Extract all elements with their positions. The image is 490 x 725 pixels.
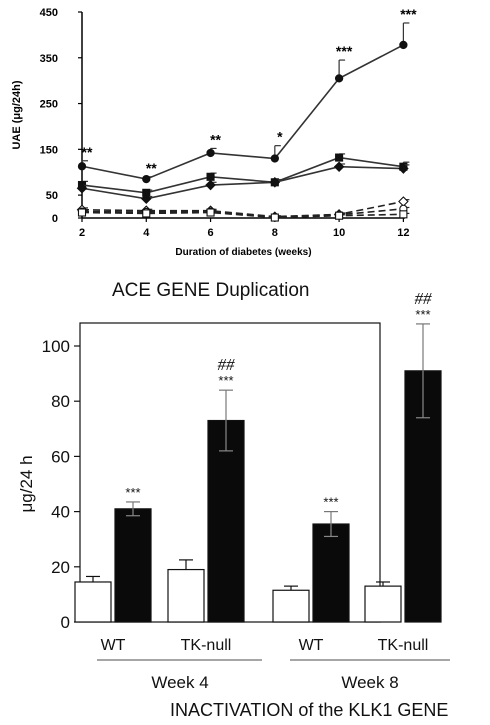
top-data-point bbox=[76, 182, 88, 194]
top-data-point bbox=[206, 172, 215, 181]
bottom-significance-label: *** bbox=[415, 307, 430, 322]
bottom-bar bbox=[114, 508, 152, 623]
bottom-group-label: TK-null bbox=[378, 637, 429, 654]
top-data-point bbox=[270, 213, 279, 222]
top-data-point bbox=[142, 174, 151, 184]
top-significance-label: ** bbox=[146, 160, 157, 176]
top-y-tick-label: 50 bbox=[46, 190, 58, 202]
top-data-point bbox=[398, 163, 409, 174]
top-data-point bbox=[333, 161, 345, 173]
bottom-period-label: Week 8 bbox=[341, 673, 398, 692]
top-data-point bbox=[206, 148, 215, 158]
top-significance-label: *** bbox=[336, 43, 353, 59]
bottom-bar bbox=[312, 523, 350, 623]
top-data-point bbox=[205, 179, 216, 191]
bottom-significance-label: *** bbox=[218, 373, 233, 388]
top-data-point bbox=[269, 177, 281, 188]
bottom-bar bbox=[364, 585, 402, 623]
top-data-point bbox=[142, 209, 151, 218]
top-significance-label: *** bbox=[400, 6, 417, 22]
bottom-chart-caption: INACTIVATION of the KLK1 GENE bbox=[170, 700, 449, 720]
bottom-y-tick-label: 80 bbox=[51, 392, 70, 411]
bottom-significance-label: *** bbox=[125, 485, 140, 500]
top-x-tick-label: 6 bbox=[207, 227, 213, 239]
top-data-point bbox=[140, 193, 152, 205]
top-x-tick-label: 12 bbox=[397, 227, 409, 239]
top-y-axis-label: UAE (μg/24h) bbox=[11, 80, 23, 149]
top-data-point bbox=[77, 208, 87, 217]
top-data-point bbox=[77, 162, 87, 171]
top-x-tick-label: 2 bbox=[79, 227, 85, 239]
bottom-y-tick-label: 40 bbox=[51, 503, 70, 522]
top-y-tick-label: 250 bbox=[40, 99, 58, 111]
top-significance-label: * bbox=[277, 129, 283, 145]
bottom-y-axis-label: μg/24 h bbox=[17, 455, 36, 512]
bottom-bar bbox=[167, 568, 205, 623]
bottom-y-tick-label: 100 bbox=[42, 337, 70, 356]
top-x-tick-label: 4 bbox=[143, 227, 150, 239]
bottom-bar bbox=[74, 581, 112, 623]
top-series-line bbox=[81, 211, 404, 219]
top-series-line bbox=[81, 156, 404, 194]
top-significance-label: ** bbox=[82, 144, 93, 160]
bottom-bar bbox=[207, 419, 245, 623]
top-significance-label: ** bbox=[210, 131, 221, 147]
top-data-point bbox=[335, 153, 344, 162]
top-data-point bbox=[335, 211, 344, 220]
top-data-point bbox=[399, 40, 408, 50]
top-x-tick-label: 10 bbox=[333, 227, 345, 239]
bottom-bar bbox=[272, 589, 310, 623]
top-x-tick-label: 8 bbox=[272, 227, 278, 239]
bottom-group-label: TK-null bbox=[181, 637, 232, 654]
top-data-point bbox=[398, 196, 409, 207]
top-x-axis-label: Duration of diabetes (weeks) bbox=[175, 247, 311, 258]
bottom-hash-label: ## bbox=[218, 355, 236, 374]
top-data-point bbox=[206, 208, 215, 217]
bottom-hash-label: ## bbox=[415, 289, 433, 308]
bottom-significance-label: *** bbox=[323, 495, 338, 510]
top-series-line bbox=[81, 44, 404, 180]
bottom-y-tick-label: 0 bbox=[61, 613, 70, 632]
bottom-y-tick-label: 60 bbox=[51, 447, 70, 466]
top-y-tick-label: 150 bbox=[40, 144, 58, 156]
bottom-y-tick-label: 20 bbox=[51, 558, 70, 577]
bottom-group-label: WT bbox=[101, 637, 126, 654]
top-chart-caption: ACE GENE Duplication bbox=[112, 280, 310, 301]
top-series-line bbox=[81, 165, 404, 200]
top-data-point bbox=[270, 154, 279, 163]
top-data-point bbox=[334, 74, 344, 83]
bottom-group-label: WT bbox=[299, 637, 324, 654]
top-data-point bbox=[399, 210, 408, 219]
top-y-tick-label: 350 bbox=[40, 53, 58, 65]
top-y-tick-label: 450 bbox=[40, 7, 58, 19]
top-y-tick-label: 0 bbox=[52, 213, 58, 225]
bottom-period-label: Week 4 bbox=[151, 673, 208, 692]
